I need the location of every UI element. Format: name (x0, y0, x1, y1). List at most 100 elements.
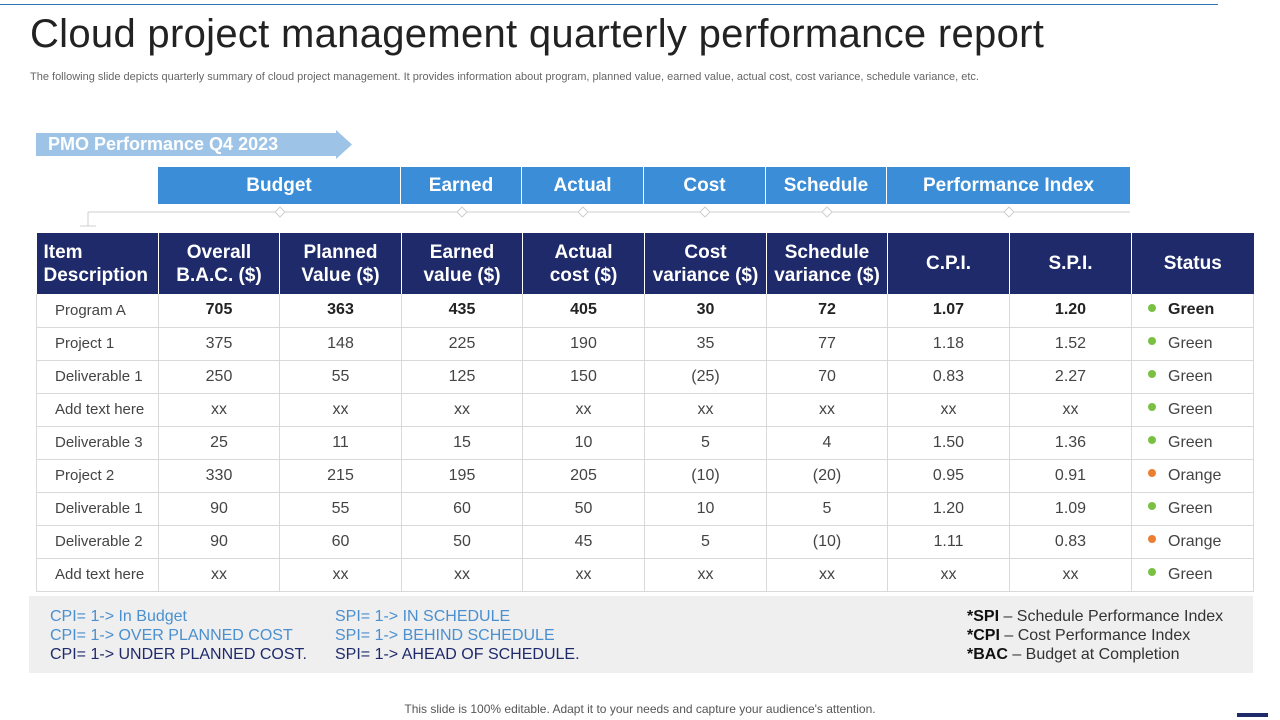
cell-item: Add text here (36, 558, 159, 592)
cell-item: Deliverable 1 (36, 492, 159, 526)
header-line: Cost (684, 241, 727, 263)
cell-cv: 10 (644, 492, 767, 526)
header-line: Value ($) (301, 264, 380, 286)
cell-sv: 77 (766, 327, 888, 361)
group-performance-index: Performance Index (887, 167, 1130, 204)
header-planned-value: Planned Value ($) (279, 233, 402, 294)
cell-pv: xx (279, 558, 402, 592)
cell-ev: 435 (401, 294, 523, 328)
status-label: Orange (1168, 466, 1222, 484)
cell-ev: 60 (401, 492, 523, 526)
cell-bac: 705 (158, 294, 280, 328)
cell-ev: 50 (401, 525, 523, 559)
glossary-text: – Schedule Performance Index (999, 608, 1224, 625)
status-label: Green (1168, 334, 1213, 352)
cell-status: Orange (1131, 459, 1254, 493)
cell-cv: (25) (644, 360, 767, 394)
performance-table: Item Description Overall B.A.C. ($) Planne… (36, 233, 1254, 592)
cell-spi: 1.36 (1009, 426, 1132, 460)
cell-bac: xx (158, 393, 280, 427)
table-row: Deliverable 2 90 60 50 45 5 (10) 1.11 0.83 Orange (36, 525, 1254, 559)
cell-spi: 0.83 (1009, 525, 1132, 559)
table-row: Project 1 375 148 225 190 35 77 1.18 1.52 Green (36, 327, 1254, 361)
status-dot-icon (1148, 370, 1156, 379)
cell-bac: 25 (158, 426, 280, 460)
group-earned: Earned (401, 167, 522, 204)
cell-cpi: 1.11 (887, 525, 1010, 559)
glossary-abbr: *BAC (967, 646, 1008, 663)
header-line: Description (43, 264, 149, 286)
status-label: Green (1168, 400, 1213, 418)
status-label: Orange (1168, 532, 1222, 550)
cell-cv: (10) (644, 459, 767, 493)
page-title: Cloud project management quarterly perfo… (30, 12, 1045, 56)
cell-spi: xx (1009, 558, 1132, 592)
glossary-abbr: *CPI (967, 627, 1000, 644)
cell-pv: 148 (279, 327, 402, 361)
cell-status: Green (1131, 558, 1254, 592)
cell-ev: 125 (401, 360, 523, 394)
cell-bac: 250 (158, 360, 280, 394)
status-label: Green (1168, 565, 1213, 583)
group-actual: Actual (522, 167, 644, 204)
spi-legend-item: SPI= 1-> AHEAD OF SCHEDULE. (335, 646, 580, 663)
cell-item: Project 2 (36, 459, 159, 493)
cell-sv: xx (766, 558, 888, 592)
cell-cv: 30 (644, 294, 767, 328)
status-dot-icon (1148, 535, 1156, 544)
glossary-text: – Cost Performance Index (999, 627, 1191, 644)
cell-sv: xx (766, 393, 888, 427)
header-spi: S.P.I. (1009, 233, 1132, 294)
corner-accent (1237, 713, 1268, 717)
cell-cpi: xx (887, 393, 1010, 427)
cell-pv: 363 (279, 294, 402, 328)
cpi-legend-item: CPI= 1-> In Budget (50, 608, 187, 625)
header-line: Actual (554, 241, 613, 263)
table-row: Add text here xx xx xx xx xx xx xx xx Green (36, 558, 1254, 592)
cell-cv: 35 (644, 327, 767, 361)
arrow-shape-icon (36, 130, 352, 159)
cell-ev: 15 (401, 426, 523, 460)
cell-ac: 205 (522, 459, 645, 493)
cell-spi: 0.91 (1009, 459, 1132, 493)
header-line: Overall (186, 241, 252, 263)
spi-legend-item: SPI= 1-> BEHIND SCHEDULE (335, 627, 555, 644)
status-dot-icon (1148, 304, 1156, 313)
cell-ac: 150 (522, 360, 645, 394)
cell-item: Deliverable 2 (36, 525, 159, 559)
cell-bac: 330 (158, 459, 280, 493)
header-schedule-variance: Schedule variance ($) (766, 233, 888, 294)
cell-spi: 1.20 (1009, 294, 1132, 328)
header-line: Item (43, 241, 83, 263)
spi-legend: SPI= 1-> IN SCHEDULE SPI= 1-> BEHIND SCH… (335, 607, 580, 664)
header-line: Planned (303, 241, 378, 263)
cell-status: Green (1131, 426, 1254, 460)
cell-pv: xx (279, 393, 402, 427)
cell-cpi: xx (887, 558, 1010, 592)
cell-status: Green (1131, 492, 1254, 526)
header-earned-value: Earned value ($) (401, 233, 523, 294)
cell-pv: 11 (279, 426, 402, 460)
glossary: *SPI – Schedule Performance Index *CPI –… (967, 607, 1223, 664)
cell-bac: 90 (158, 525, 280, 559)
cell-pv: 215 (279, 459, 402, 493)
cell-cv: 5 (644, 525, 767, 559)
cell-ac: 190 (522, 327, 645, 361)
glossary-text: – Budget at Completion (1007, 646, 1180, 663)
cell-item: Project 1 (36, 327, 159, 361)
cell-spi: 1.09 (1009, 492, 1132, 526)
cell-cpi: 0.95 (887, 459, 1010, 493)
status-dot-icon (1148, 337, 1156, 346)
status-label: Green (1168, 499, 1213, 517)
cell-cpi: 1.50 (887, 426, 1010, 460)
table-row: Deliverable 1 250 55 125 150 (25) 70 0.83 2.27 Gr… (36, 360, 1254, 394)
cell-item: Program A (36, 294, 159, 328)
cell-ev: 195 (401, 459, 523, 493)
header-status: Status (1131, 233, 1254, 294)
cell-bac: xx (158, 558, 280, 592)
group-budget: Budget (158, 167, 401, 204)
header-line: variance ($) (652, 264, 759, 286)
table-row: Project 2 330 215 195 205 (10) (20) 0.95 0.91 Ora… (36, 459, 1254, 493)
status-label: Green (1168, 301, 1215, 319)
glossary-item: *BAC – Budget at Completion (967, 645, 1223, 664)
